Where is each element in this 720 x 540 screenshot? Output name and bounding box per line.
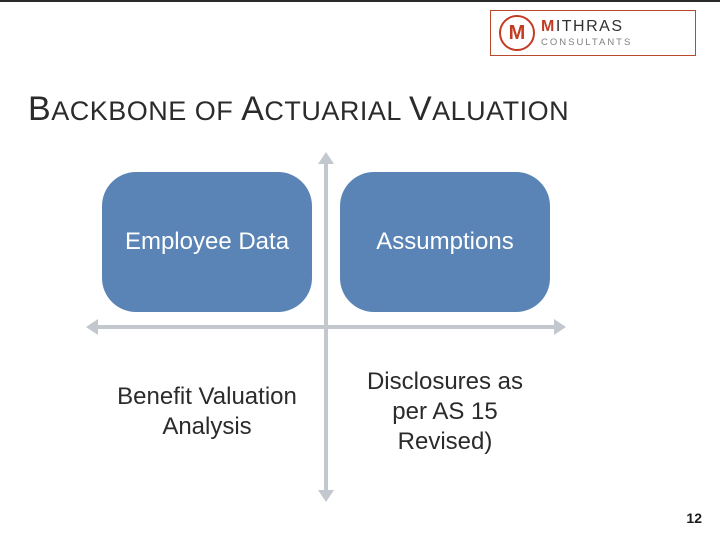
quadrant-bottom-right-label: Disclosures as per AS 15 Revised) [352,367,538,457]
arrowhead-left-icon [86,319,98,335]
brand-name-rest: ITHRAS [556,18,624,35]
quadrant-top-left: Employee Data [102,172,312,312]
quadrant-diagram: Employee Data Assumptions Benefit Valuat… [96,162,556,492]
page-number: 12 [686,510,702,526]
title-cap-3: V [409,90,432,128]
arrowhead-up-icon [318,152,334,164]
slide: M MITHRAS CONSULTANTS BACKBONE OF ACTUAR… [0,0,720,540]
title-rest-3: ALUATION [432,96,569,126]
quadrant-bottom-left: Benefit Valuation Analysis [102,342,312,482]
quadrant-bottom-right: Disclosures as per AS 15 Revised) [340,342,550,482]
brand-name-accent: M [541,18,556,35]
arrowhead-down-icon [318,490,334,502]
title-cap-2: A [241,90,264,128]
arrowhead-right-icon [554,319,566,335]
brand-mark-icon: M [499,15,535,51]
quadrant-bottom-left-label: Benefit Valuation Analysis [114,382,300,442]
quadrant-top-left-label: Employee Data [125,227,289,257]
title-cap-1: B [28,90,51,128]
quadrant-top-right-label: Assumptions [376,227,513,257]
page-title: BACKBONE OF ACTUARIAL VALUATION [28,90,569,129]
brand-logo: M MITHRAS CONSULTANTS [490,10,696,56]
title-rest-2: CTUARIAL [264,96,409,126]
title-rest-1: ACKBONE OF [51,96,241,126]
axis-horizontal [96,325,556,329]
brand-subtitle: CONSULTANTS [541,38,632,48]
quadrant-top-right: Assumptions [340,172,550,312]
brand-name: MITHRAS [541,19,632,35]
brand-text: MITHRAS CONSULTANTS [541,19,632,48]
